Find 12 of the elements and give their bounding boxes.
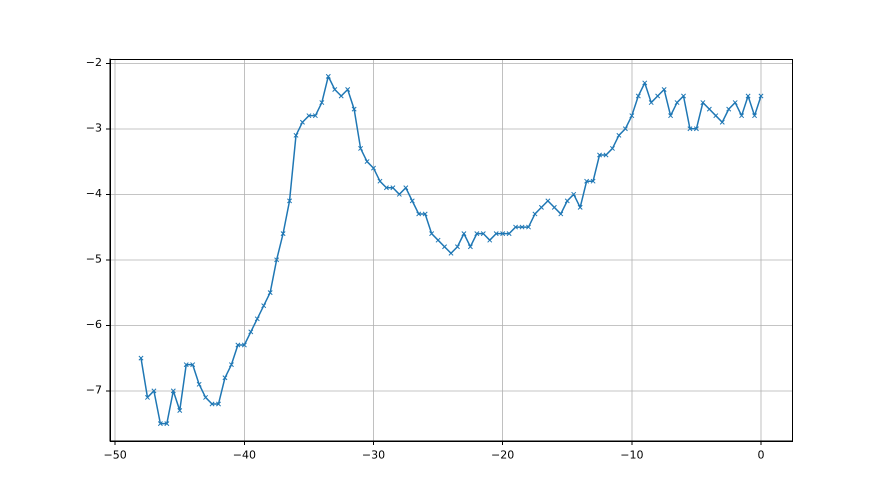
- x-tick-label: 0: [758, 448, 764, 462]
- y-tick-label: −2: [86, 56, 102, 70]
- y-tick-label: −4: [86, 187, 102, 200]
- y-tick-label: −5: [86, 252, 102, 266]
- x-tick-label: −50: [104, 448, 127, 462]
- x-tick-label: −40: [232, 448, 256, 462]
- x-tick-label: −20: [491, 448, 514, 462]
- x-tick-label: −30: [362, 448, 386, 462]
- y-tick-label: −6: [86, 318, 102, 332]
- x-tick-label: −10: [620, 448, 644, 462]
- y-tick-label: −7: [86, 384, 102, 397]
- y-tick-label: −3: [86, 122, 102, 135]
